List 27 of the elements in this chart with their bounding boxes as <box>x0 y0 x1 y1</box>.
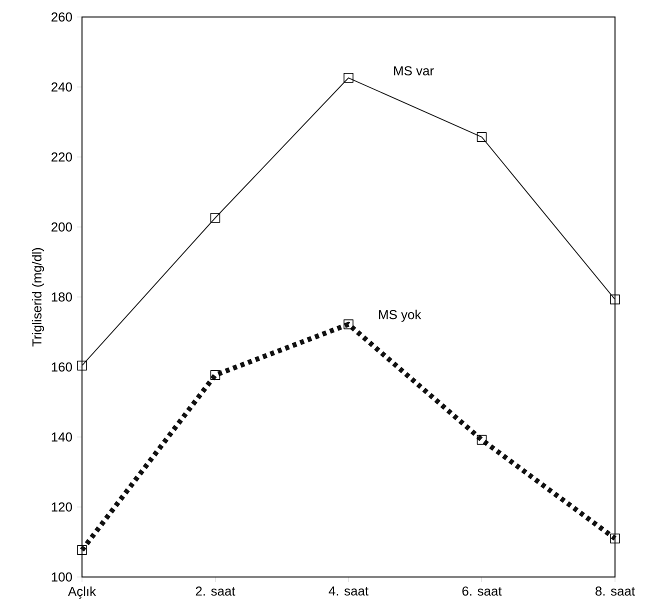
y-tick-label: 260 <box>52 12 72 22</box>
point <box>210 212 220 223</box>
point <box>77 545 87 555</box>
point <box>210 370 220 380</box>
point <box>476 132 487 142</box>
point <box>344 72 354 83</box>
x-tick-label: 8. saat <box>596 586 635 596</box>
series-label: MS var <box>394 66 434 76</box>
x-tick-label: 2. saat <box>196 586 236 596</box>
y-tick-label: 100 <box>52 572 72 582</box>
x-tick-label: Açlık <box>68 586 96 599</box>
y-tick-label: 120 <box>52 502 72 512</box>
y-tick-label: 240 <box>52 82 72 92</box>
y-tick-label: 200 <box>52 222 72 232</box>
y-tick-label: 220 <box>52 152 72 162</box>
series-label: MS yok <box>379 310 422 322</box>
x-tick-label: 4. saat <box>328 586 368 596</box>
y-tick-label: 160 <box>52 362 72 372</box>
point <box>610 534 620 544</box>
y-axis-title: Trigliserid (mg/dl) <box>32 248 44 346</box>
x-tick-label: 6. saat <box>462 586 502 596</box>
point <box>610 294 620 304</box>
point <box>476 434 487 445</box>
y-tick-label: 140 <box>52 432 72 442</box>
point <box>77 360 87 370</box>
point <box>344 319 354 330</box>
y-tick-label: 180 <box>52 292 72 302</box>
